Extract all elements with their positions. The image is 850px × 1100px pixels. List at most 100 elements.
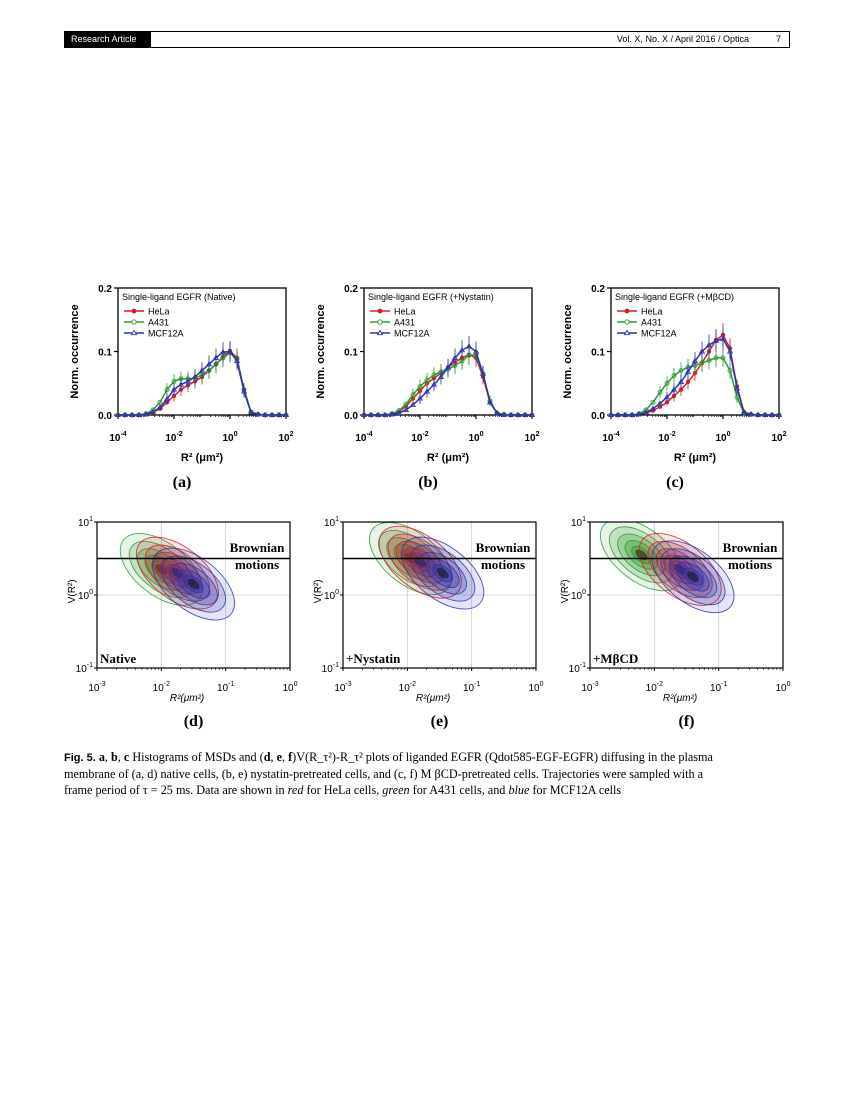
data-point xyxy=(381,411,389,418)
data-point xyxy=(156,404,164,410)
data-point xyxy=(219,348,227,355)
x-tick-label: 10-2 xyxy=(658,431,675,444)
y-tick-label: 101 xyxy=(78,516,93,529)
legend-label: MCF12A xyxy=(148,329,184,339)
x-axis-label: R² (μm²) xyxy=(181,452,224,464)
legend-marker xyxy=(131,319,137,325)
data-point xyxy=(170,386,178,392)
data-point xyxy=(657,389,663,395)
legend-title: Single-ligand EGFR (Native) xyxy=(122,292,236,302)
brownian-label: Brownian xyxy=(230,540,285,555)
data-point xyxy=(164,387,170,393)
x-tick-label: 10-2 xyxy=(165,431,182,444)
data-point xyxy=(500,411,508,418)
data-point xyxy=(642,409,650,415)
caption-blue: blue xyxy=(508,783,530,797)
y-tick-label: 0.1 xyxy=(344,348,358,359)
data-point xyxy=(142,411,150,417)
caption-figure-label: Fig. 5. xyxy=(64,752,96,764)
data-point xyxy=(374,411,382,418)
y-tick-label: 0.2 xyxy=(98,284,112,295)
data-point xyxy=(388,411,396,417)
data-point xyxy=(423,388,431,394)
contour-peak xyxy=(187,578,200,590)
data-point xyxy=(719,335,727,341)
data-point xyxy=(705,341,713,348)
x-tick-label: 102 xyxy=(524,431,539,444)
x-tick-label: 10-2 xyxy=(411,431,428,444)
caption-line-3a: frame period of τ = 25 ms. Data are show… xyxy=(64,783,288,797)
plot-frame xyxy=(117,287,287,416)
data-point xyxy=(768,411,776,418)
data-point xyxy=(614,411,622,418)
data-point xyxy=(275,411,283,418)
data-point xyxy=(684,368,692,374)
data-point xyxy=(226,348,234,354)
legend-label: HeLa xyxy=(641,307,663,317)
data-point xyxy=(282,411,290,418)
y-axis-label: Norm. occurrence xyxy=(69,304,81,398)
data-point xyxy=(607,411,615,418)
data-point xyxy=(198,367,206,373)
data-point xyxy=(430,381,438,387)
y-tick-label: 0.1 xyxy=(98,348,112,359)
data-point xyxy=(410,392,416,398)
x-tick-label: 10-2 xyxy=(646,681,663,694)
data-point xyxy=(424,377,430,383)
motions-label: motions xyxy=(481,557,525,572)
data-point xyxy=(656,400,664,406)
caption-end: for MCF12A cells xyxy=(529,783,622,797)
data-point xyxy=(247,409,255,415)
page-number: 7 xyxy=(775,34,781,44)
data-point xyxy=(726,348,734,354)
data-point xyxy=(713,355,719,361)
y-axis-label: V(R²) xyxy=(67,579,78,603)
data-point xyxy=(409,401,417,407)
x-tick-label: 10-4 xyxy=(602,431,619,444)
y-tick-label: 10-1 xyxy=(76,662,93,675)
legend-marker xyxy=(131,308,137,314)
data-point xyxy=(431,372,437,378)
y-tick-label: 101 xyxy=(324,516,339,529)
contour-peak xyxy=(686,571,699,583)
data-point xyxy=(135,411,143,418)
brownian-label: Brownian xyxy=(476,540,531,555)
panel-label: (a) xyxy=(173,474,192,491)
contour-panel-d: 10-3 10-2 10-1 100 10-1 100 101 V(R²) R²(μm²) Bro… xyxy=(67,516,298,730)
data-point xyxy=(465,343,473,349)
data-point xyxy=(663,393,671,400)
y-tick-label: 0.2 xyxy=(344,284,358,295)
caption-e: e xyxy=(276,750,283,764)
figure-caption: Fig. 5. a, b, c Histograms of MSDs and (… xyxy=(64,750,713,797)
legend-marker xyxy=(624,319,630,325)
data-point xyxy=(775,411,783,418)
data-point xyxy=(402,406,410,412)
caption-formula: )V(R_τ²)-R_τ² plots of liganded EGFR (Qd… xyxy=(292,750,713,764)
data-point xyxy=(205,360,213,367)
data-point xyxy=(416,395,424,401)
legend-marker xyxy=(376,329,384,336)
y-tick-label: 10-1 xyxy=(569,662,586,675)
y-tick-label: 101 xyxy=(571,516,586,529)
condition-label: +Nystatin xyxy=(346,651,401,666)
x-axis-label: R²(μm²) xyxy=(416,693,450,704)
contour-panel-e: 10-3 10-2 10-1 100 10-1 100 101 V(R²) R²(μm²) Bro… xyxy=(313,516,544,730)
data-point xyxy=(417,383,423,389)
data-point xyxy=(458,346,466,353)
data-point xyxy=(698,348,706,354)
y-tick-label: 0.2 xyxy=(591,284,605,295)
series-line-mcf12a xyxy=(364,345,532,416)
data-point xyxy=(747,411,755,417)
legend-label: MCF12A xyxy=(394,329,430,339)
data-point xyxy=(507,411,515,418)
data-point xyxy=(514,411,522,418)
caption-f: f xyxy=(288,750,293,764)
page-header: Research Article Vol. X, No. X / April 2… xyxy=(64,31,790,48)
y-axis-label: V(R²) xyxy=(313,579,324,603)
contour-panel-f: 10-3 10-2 10-1 100 10-1 100 101 V(R²) R²(μm²) Bro… xyxy=(560,516,791,730)
data-point xyxy=(528,411,536,418)
y-tick-label: 10-1 xyxy=(322,662,339,675)
data-point xyxy=(493,409,501,416)
panel-label: (b) xyxy=(418,474,438,491)
data-point xyxy=(621,411,629,418)
